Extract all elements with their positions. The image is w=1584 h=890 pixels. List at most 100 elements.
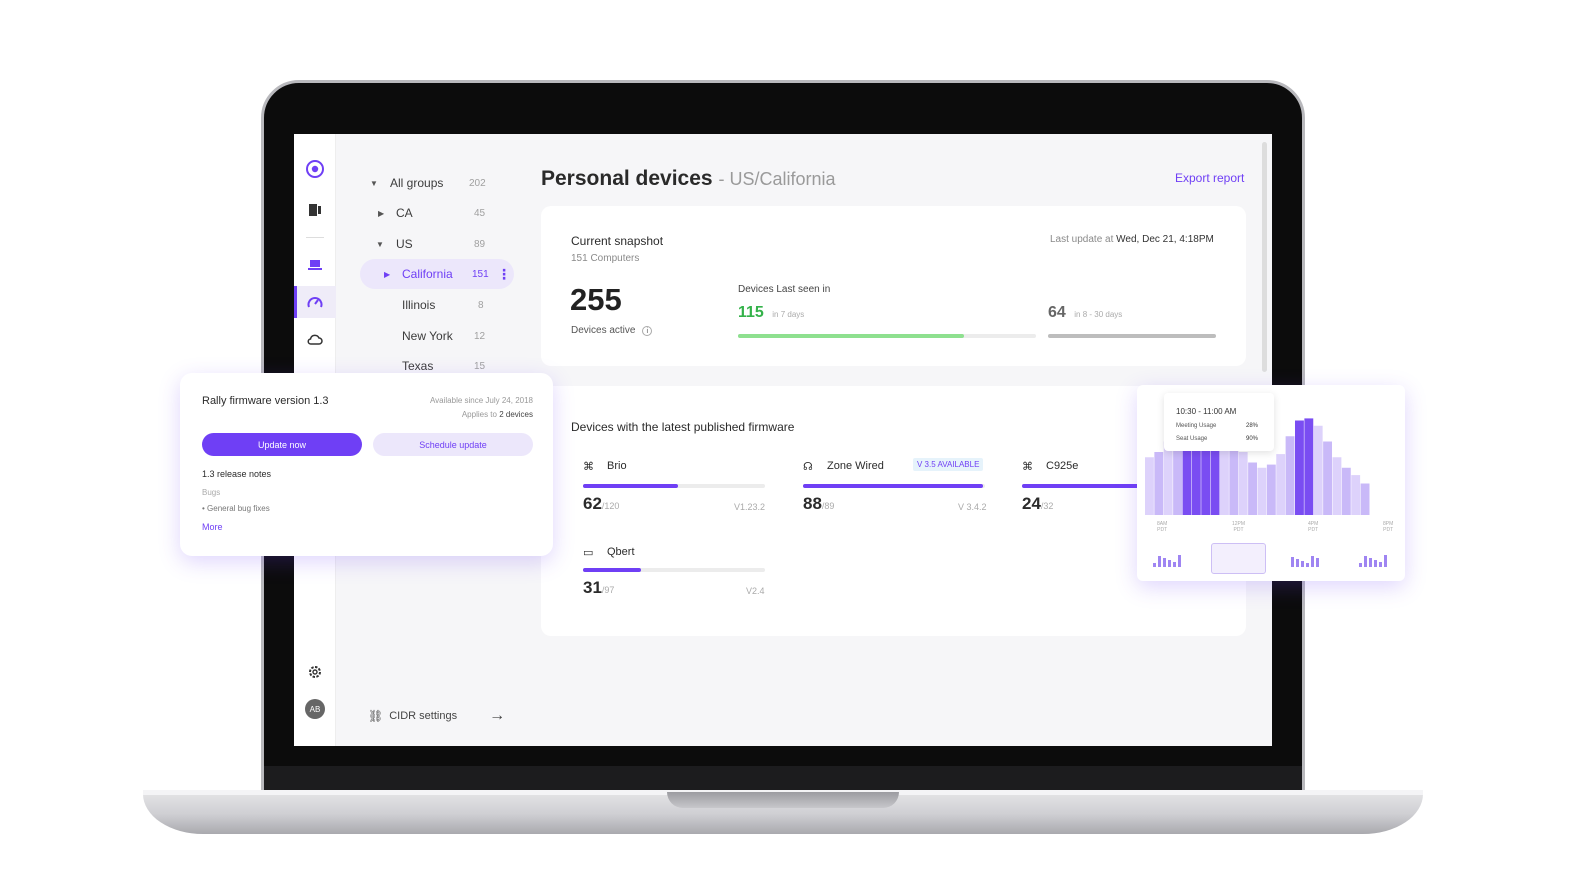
range-selector[interactable] bbox=[1211, 543, 1266, 574]
seen-7-value: 115 bbox=[738, 304, 764, 321]
tree-item-label: Texas bbox=[402, 359, 434, 373]
snapshot-card: Current snapshot 151 Computers Last upda… bbox=[541, 206, 1246, 366]
webcam-icon: ⌘ bbox=[583, 461, 594, 473]
tree-item-all-groups[interactable]: ▼ All groups 202 bbox=[356, 168, 486, 198]
tree-item-us[interactable]: ▼ US 89 bbox=[356, 229, 486, 259]
usage-bar[interactable] bbox=[1145, 457, 1154, 515]
thumbnail-bar bbox=[1369, 558, 1372, 567]
tree-item-label: US bbox=[396, 237, 413, 251]
usage-bar[interactable] bbox=[1323, 441, 1332, 516]
device-progress bbox=[583, 484, 765, 488]
info-icon[interactable]: i bbox=[642, 326, 653, 336]
thumbnail-bar bbox=[1301, 561, 1304, 567]
usage-bar[interactable] bbox=[1173, 431, 1182, 515]
thumbnail-bar bbox=[1316, 558, 1319, 567]
usage-bar[interactable] bbox=[1201, 422, 1211, 515]
tree-item-new-york[interactable]: New York 12 bbox=[356, 321, 486, 351]
tree-item-illinois[interactable]: Illinois 8 bbox=[356, 290, 486, 320]
usage-bar[interactable] bbox=[1304, 418, 1314, 515]
sync-icon[interactable] bbox=[305, 159, 325, 179]
thumbnail-bar bbox=[1291, 557, 1294, 567]
more-link[interactable]: More bbox=[202, 522, 223, 532]
update-now-button[interactable]: Update now bbox=[202, 433, 362, 456]
caret-down-icon: ▼ bbox=[370, 178, 378, 188]
tree-item-label: CA bbox=[396, 206, 413, 220]
tree-item-california[interactable]: ▶ California 151 ⋮ bbox=[360, 259, 514, 289]
laptop-notch bbox=[667, 792, 899, 808]
release-notes-title: 1.3 release notes bbox=[202, 469, 272, 479]
page-title-text: Personal devices bbox=[541, 167, 713, 190]
thumbnail-bar bbox=[1384, 555, 1387, 567]
tree-item-ca[interactable]: ▶ CA 45 bbox=[356, 198, 486, 228]
firmware-device-qbert[interactable]: ▭ Qbert 31/97 V2.4 bbox=[583, 544, 767, 604]
usage-bar[interactable] bbox=[1313, 425, 1323, 515]
usage-bar[interactable] bbox=[1295, 420, 1304, 516]
usage-bar[interactable] bbox=[1332, 457, 1342, 515]
device-progress-fill bbox=[583, 484, 678, 488]
usage-bar[interactable] bbox=[1266, 464, 1276, 515]
rally-available: Available since July 24, 2018 bbox=[429, 396, 533, 405]
bugs-label: Bugs bbox=[202, 488, 221, 497]
usage-bar[interactable] bbox=[1351, 475, 1361, 515]
tree-item-texas[interactable]: Texas 15 bbox=[356, 351, 486, 381]
device-name: C925e bbox=[1046, 460, 1079, 472]
usage-bar[interactable] bbox=[1341, 467, 1351, 515]
thumbnail-bar bbox=[1311, 556, 1314, 567]
thumbnail-bar bbox=[1178, 555, 1181, 567]
more-vertical-icon[interactable]: ⋮ bbox=[497, 265, 511, 282]
usage-bar[interactable] bbox=[1276, 454, 1286, 515]
tooltip-row-label: Meeting Usage bbox=[1176, 423, 1217, 429]
thumbnail-bar bbox=[1379, 562, 1382, 567]
device-value: 24 bbox=[1022, 494, 1041, 513]
page-subtitle: - US/California bbox=[718, 169, 836, 189]
usage-bar[interactable] bbox=[1229, 441, 1239, 516]
usage-bar[interactable] bbox=[1360, 483, 1370, 516]
cidr-settings-link[interactable]: ⛓ CIDR settings → bbox=[368, 707, 505, 725]
tree-item-count: 89 bbox=[474, 238, 486, 250]
scrollbar[interactable] bbox=[1262, 142, 1267, 372]
usage-bar[interactable] bbox=[1210, 428, 1220, 515]
export-report-link[interactable]: Export report bbox=[1175, 171, 1245, 185]
thumbnail-bar bbox=[1163, 558, 1166, 567]
device-version: V 3.4.2 bbox=[958, 502, 987, 512]
update-available-badge[interactable]: V 3.5 AVAILABLE bbox=[913, 458, 984, 471]
device-progress bbox=[1022, 484, 1204, 488]
headset-icon: ☊ bbox=[803, 461, 813, 473]
device-progress-fill bbox=[583, 568, 642, 572]
usage-bar[interactable] bbox=[1285, 436, 1295, 515]
x-tick-zone: PDT bbox=[1383, 527, 1394, 533]
schedule-update-button[interactable]: Schedule update bbox=[373, 433, 533, 456]
cloud-icon[interactable] bbox=[305, 330, 325, 350]
firmware-device-c925e[interactable]: ⌘ C925e 24/32 bbox=[1022, 458, 1206, 518]
x-tick-zone: PDT bbox=[1308, 527, 1319, 533]
network-icon: ⛓ bbox=[368, 709, 384, 723]
rail-divider bbox=[306, 237, 324, 238]
device-progress-fill bbox=[803, 484, 984, 488]
firmware-card: Devices with the latest published firmwa… bbox=[541, 386, 1246, 636]
usage-bar[interactable] bbox=[1154, 452, 1164, 515]
device-value: 62 bbox=[583, 494, 602, 513]
usage-bar[interactable] bbox=[1220, 436, 1229, 515]
firmware-device-zone-wired[interactable]: ☊ Zone Wired V 3.5 AVAILABLE 88/89 V 3.4… bbox=[803, 458, 987, 518]
device-name: Zone Wired bbox=[827, 460, 884, 472]
arrow-right-icon[interactable]: → bbox=[489, 707, 506, 724]
usage-bar[interactable] bbox=[1257, 467, 1267, 515]
thumbnail-bar bbox=[1158, 556, 1161, 567]
gear-icon[interactable] bbox=[305, 662, 325, 682]
usage-bar[interactable] bbox=[1182, 425, 1192, 515]
x-tick-time: 8AM bbox=[1157, 521, 1168, 527]
device-version: V1.23.2 bbox=[734, 502, 766, 512]
dashboard-icon[interactable] bbox=[305, 292, 325, 312]
avatar[interactable]: AB bbox=[305, 699, 325, 719]
firmware-device-brio[interactable]: ⌘ Brio 62/120 V1.23.2 bbox=[583, 458, 767, 518]
usage-bar[interactable] bbox=[1191, 420, 1201, 516]
tooltip-row-value: 28% bbox=[1246, 423, 1259, 429]
usage-bar[interactable] bbox=[1163, 441, 1173, 516]
usage-bar[interactable] bbox=[1248, 462, 1257, 516]
last-update-label: Last update at bbox=[1050, 234, 1114, 245]
door-icon[interactable] bbox=[305, 200, 325, 220]
usage-bar[interactable] bbox=[1238, 452, 1248, 515]
bug-item: • General bug fixes bbox=[202, 504, 270, 513]
usage-chart[interactable] bbox=[1137, 385, 1405, 581]
computer-icon[interactable] bbox=[305, 255, 325, 275]
